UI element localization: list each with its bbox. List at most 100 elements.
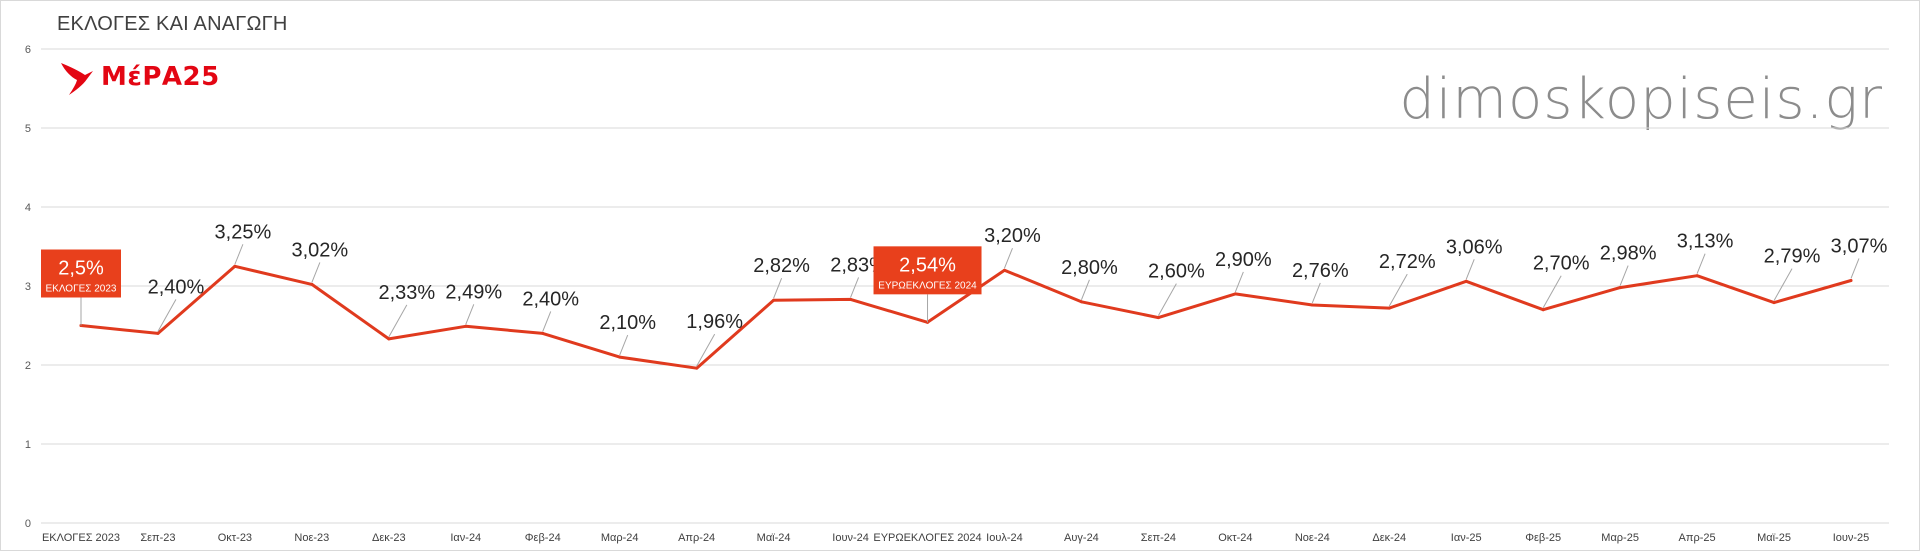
x-tick-label: Απρ-25 bbox=[1679, 532, 1716, 544]
leader-line bbox=[1850, 258, 1860, 279]
data-point bbox=[310, 282, 314, 286]
data-label: 2,98% bbox=[1600, 243, 1657, 265]
x-tick-label: Ιαν-25 bbox=[1451, 532, 1482, 544]
data-label: 3,20% bbox=[984, 225, 1041, 247]
x-tick-label: Οκτ-23 bbox=[218, 532, 252, 544]
leader-line bbox=[1080, 279, 1090, 300]
data-label: 2,49% bbox=[445, 281, 502, 303]
leader-line bbox=[1234, 271, 1244, 293]
data-point bbox=[1849, 278, 1853, 282]
x-tick-label: Ιουν-25 bbox=[1833, 532, 1870, 544]
leader-line bbox=[619, 334, 629, 356]
y-tick-label: 2 bbox=[25, 360, 31, 372]
x-tick-label: Νοε-24 bbox=[1295, 532, 1330, 544]
chart-title: ΕΚΛΟΓΕΣ ΚΑΙ ΑΝΑΓΩΓΗ bbox=[57, 13, 288, 35]
x-tick-label: Σεπ-24 bbox=[1141, 532, 1176, 544]
y-tick-label: 4 bbox=[25, 202, 31, 214]
y-tick-label: 3 bbox=[25, 281, 31, 293]
data-point bbox=[1464, 279, 1468, 283]
callout-box bbox=[873, 246, 982, 295]
leader-line bbox=[1388, 273, 1408, 307]
x-tick-label: Ιαν-24 bbox=[450, 532, 481, 544]
leader-line bbox=[311, 262, 321, 283]
data-point bbox=[464, 324, 468, 328]
data-label: 2,10% bbox=[599, 312, 656, 334]
data-point bbox=[1387, 306, 1391, 310]
data-point bbox=[1079, 300, 1083, 304]
logo-text: ΜέΡΑ25 bbox=[101, 62, 220, 92]
mera25-logo: ΜέΡΑ25 bbox=[59, 57, 220, 97]
series-line bbox=[79, 264, 1853, 370]
x-tick-label: Φεβ-25 bbox=[1525, 532, 1561, 544]
data-label: 1,96% bbox=[686, 311, 743, 333]
data-label: 2,60% bbox=[1148, 261, 1205, 283]
leader-line bbox=[1696, 253, 1706, 274]
leader-line bbox=[388, 304, 408, 338]
data-point bbox=[1156, 316, 1160, 320]
callout-sublabel: ΕΥΡΩΕΚΛΟΓΕΣ 2024 bbox=[878, 280, 977, 291]
data-point bbox=[541, 331, 545, 335]
y-tick-label: 1 bbox=[25, 439, 31, 451]
x-tick-label: Φεβ-24 bbox=[525, 532, 561, 544]
data-point bbox=[1233, 292, 1237, 296]
x-tick-label: Απρ-24 bbox=[678, 532, 715, 544]
callout-value-label: 2,54% bbox=[899, 254, 956, 276]
swallow-logo-icon bbox=[61, 63, 93, 95]
leader-line bbox=[850, 277, 860, 298]
data-label: 2,76% bbox=[1292, 260, 1349, 282]
leader-line bbox=[1773, 268, 1793, 301]
data-label: 2,79% bbox=[1764, 246, 1821, 268]
data-point bbox=[1695, 274, 1699, 278]
x-tick-label: Μαϊ-25 bbox=[1757, 532, 1791, 544]
x-tick-label: Δεκ-23 bbox=[372, 532, 406, 544]
data-point bbox=[695, 366, 699, 370]
data-point bbox=[1541, 308, 1545, 312]
x-tick-label: Μαρ-24 bbox=[601, 532, 639, 544]
data-label: 2,40% bbox=[148, 276, 205, 298]
data-label: 2,70% bbox=[1533, 253, 1590, 275]
data-label: 3,13% bbox=[1677, 231, 1734, 253]
data-point bbox=[618, 355, 622, 359]
callout-sublabel: ΕΚΛΟΓΕΣ 2023 bbox=[46, 284, 117, 295]
leader-line bbox=[773, 278, 783, 299]
watermark: dimoskopiseis.gr bbox=[1399, 67, 1883, 132]
data-label: 3,02% bbox=[292, 239, 349, 261]
data-label: 3,25% bbox=[215, 221, 272, 243]
x-tick-label: ΕΥΡΩΕΚΛΟΓΕΣ 2024 bbox=[873, 532, 981, 544]
data-label: 3,06% bbox=[1446, 236, 1503, 258]
x-tick-label: Αυγ-24 bbox=[1064, 532, 1099, 544]
leader-line bbox=[1465, 259, 1475, 280]
x-tick-label: ΕΚΛΟΓΕΣ 2023 bbox=[42, 532, 120, 544]
data-label: 2,80% bbox=[1061, 257, 1118, 279]
data-label: 2,83% bbox=[830, 254, 887, 276]
data-point bbox=[1772, 301, 1776, 305]
leader-line bbox=[465, 304, 475, 325]
leader-line bbox=[1542, 275, 1562, 308]
data-point bbox=[233, 264, 237, 268]
x-tick-label: Ιουλ-24 bbox=[986, 532, 1023, 544]
leader-line bbox=[1619, 265, 1629, 286]
x-tick-label: Οκτ-24 bbox=[1218, 532, 1252, 544]
leader-line bbox=[696, 333, 716, 367]
data-point bbox=[387, 337, 391, 341]
x-tick-label: Ιουν-24 bbox=[832, 532, 869, 544]
data-label: 2,82% bbox=[753, 255, 810, 277]
x-tick-label: Δεκ-24 bbox=[1372, 532, 1406, 544]
data-point bbox=[849, 297, 853, 301]
data-label: 2,40% bbox=[522, 288, 579, 310]
y-tick-label: 6 bbox=[25, 44, 31, 56]
data-point bbox=[1310, 303, 1314, 307]
data-label: 2,90% bbox=[1215, 249, 1272, 271]
callout-box bbox=[41, 249, 121, 298]
leader-line bbox=[1004, 248, 1013, 269]
x-tick-label: Νοε-23 bbox=[294, 532, 329, 544]
leader-line bbox=[234, 244, 244, 265]
data-point bbox=[772, 298, 776, 302]
leader-line bbox=[1311, 282, 1321, 304]
leader-line bbox=[542, 311, 552, 332]
x-tick-label: Σεπ-23 bbox=[140, 532, 175, 544]
data-point bbox=[1002, 268, 1006, 272]
data-label: 2,72% bbox=[1379, 251, 1436, 273]
